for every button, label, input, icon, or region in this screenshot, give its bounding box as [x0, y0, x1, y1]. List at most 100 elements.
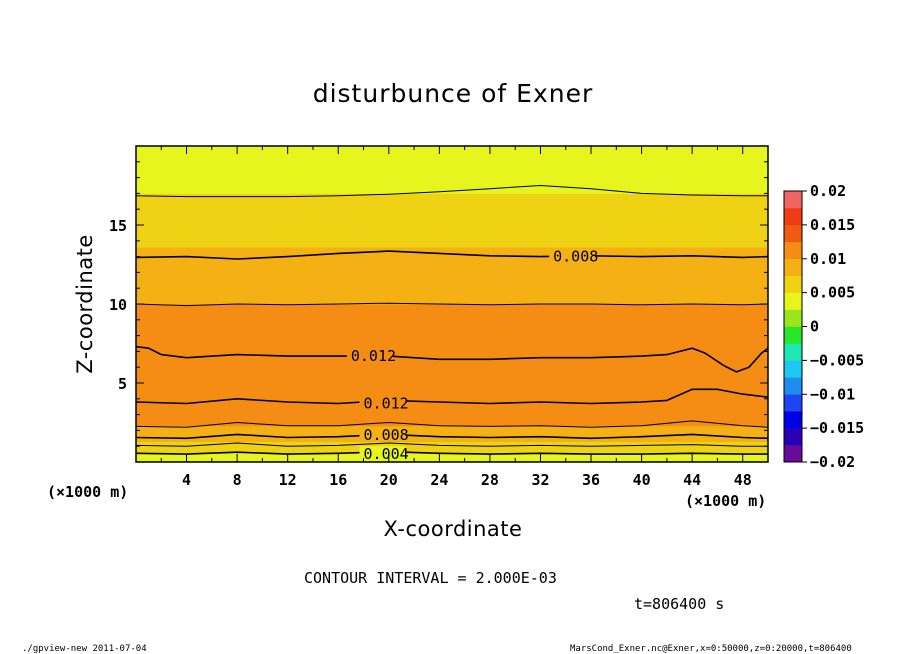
colorbar-segment: [784, 343, 802, 361]
color-band: [136, 268, 768, 272]
color-band: [136, 245, 768, 248]
color-band: [136, 246, 768, 250]
x-axis-label: X-coordinate: [384, 517, 523, 541]
color-band: [136, 448, 768, 452]
color-band: [136, 202, 768, 205]
color-band: [136, 251, 768, 254]
footer-right-note: MarsCond_Exner.nc@Exner,x=0:50000,z=0:20…: [570, 644, 852, 654]
color-band: [136, 363, 768, 367]
color-band: [136, 282, 768, 286]
time-label: t=806400 s: [634, 595, 724, 613]
color-band: [136, 437, 768, 441]
color-band: [136, 352, 768, 356]
contour-line: [136, 442, 768, 447]
color-band: [136, 306, 768, 310]
color-band: [136, 249, 768, 253]
colorbar-segment: [784, 309, 802, 327]
color-band: [136, 322, 768, 326]
color-band: [136, 360, 768, 363]
color-band: [136, 169, 768, 172]
color-band: [136, 458, 768, 461]
color-band: [136, 343, 768, 346]
color-band: [136, 403, 768, 406]
color-band: [136, 224, 768, 228]
contour-lines: [136, 184, 768, 455]
x-tick-label: 36: [582, 471, 600, 489]
color-band: [136, 237, 768, 240]
x-unit-label: (×1000 m): [685, 492, 766, 510]
colorbar-segment: [784, 377, 802, 395]
color-band: [136, 166, 768, 169]
color-band: [136, 335, 768, 338]
colorbar-segment: [784, 428, 802, 446]
contour-line: [136, 433, 768, 440]
color-band: [136, 150, 768, 153]
color-band: [136, 317, 768, 321]
color-band: [136, 305, 768, 308]
color-band: [136, 377, 768, 381]
color-band: [136, 300, 768, 303]
color-band: [136, 230, 768, 234]
color-band: [136, 257, 768, 261]
color-band: [136, 308, 768, 311]
color-band: [136, 396, 768, 400]
color-band: [136, 181, 768, 185]
colorbar-tick-label: −0.01: [810, 385, 855, 403]
x-ticks: 4 8 12 16 20 24 28 32 36 40 44 48: [160, 146, 769, 489]
color-band: [136, 273, 768, 277]
color-band: [136, 188, 768, 191]
color-band: [136, 159, 768, 163]
colorbar-tick-label: 0: [810, 318, 819, 336]
color-band: [136, 233, 768, 237]
contour-line: [136, 388, 768, 405]
color-band: [136, 183, 768, 186]
color-band: [136, 262, 768, 265]
color-band: [136, 238, 768, 242]
contour-label: 0.012: [364, 395, 409, 413]
color-band: [136, 447, 768, 450]
color-band: [136, 180, 768, 183]
contour-label-bg: [346, 348, 393, 364]
color-band: [136, 338, 768, 341]
color-band: [136, 208, 768, 212]
x-tick-label: 24: [430, 471, 448, 489]
y-tick-label: 10: [109, 296, 127, 314]
color-band: [136, 380, 768, 384]
color-band: [136, 395, 768, 398]
y-tick-label: 15: [109, 217, 127, 235]
y-axis-label: Z-coordinate: [73, 234, 97, 374]
color-band: [136, 440, 768, 444]
color-band: [136, 270, 768, 273]
color-band: [136, 455, 768, 458]
color-band: [136, 399, 768, 403]
y-unit-label: (×1000 m): [47, 483, 128, 501]
color-band: [136, 292, 768, 296]
colorbar-segment: [784, 207, 802, 226]
color-band: [136, 349, 768, 352]
color-band: [136, 153, 768, 156]
color-band: [136, 211, 768, 215]
color-band: [136, 371, 768, 375]
color-band: [136, 354, 768, 357]
color-band: [136, 271, 768, 275]
color-band: [136, 347, 768, 351]
chart-title: disturbunce of Exner: [313, 79, 594, 108]
color-band: [136, 260, 768, 264]
contour-line: [136, 302, 768, 307]
color-band: [136, 186, 768, 190]
color-band: [136, 254, 768, 258]
color-band: [136, 434, 768, 438]
x-tick-label: 48: [734, 471, 752, 489]
contour-line: [136, 184, 768, 198]
color-band: [136, 177, 768, 180]
colorbar-segment: [784, 445, 802, 463]
x-tick-label: 16: [329, 471, 347, 489]
color-band: [136, 439, 768, 442]
color-band: [136, 311, 768, 314]
color-band: [136, 339, 768, 343]
color-band: [136, 303, 768, 307]
color-band: [136, 221, 768, 224]
color-band: [136, 265, 768, 269]
colorbar-segment: [784, 258, 802, 276]
color-band: [136, 414, 768, 417]
